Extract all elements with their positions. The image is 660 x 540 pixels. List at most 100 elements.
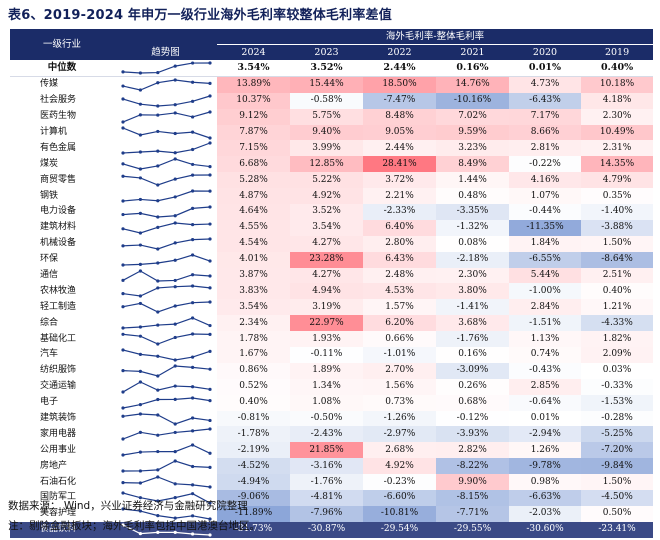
sparkline-point: [156, 225, 160, 229]
value-cell: 5.22%: [290, 172, 363, 189]
sparkline-point: [121, 481, 125, 485]
value-cell: 1.84%: [509, 235, 581, 252]
sparkline-point: [138, 243, 142, 247]
value-cell: -7.71%: [436, 505, 509, 522]
value-cell: 9.90%: [436, 474, 509, 491]
sparkline-point: [208, 141, 212, 145]
table-row: 家用电器 -1.78% -2.43% -2.97% -3.93% -2.94% -5.25%: [10, 426, 654, 443]
sparkline-point: [156, 286, 160, 290]
sparkline-point: [208, 398, 212, 402]
table-row: 食品饮料 -31.73% -30.87% -29.54% -29.55% -30.60% -…: [10, 521, 654, 538]
sparkline-line: [122, 62, 211, 74]
sparkline-point: [191, 465, 195, 469]
sparkline-point: [191, 429, 195, 433]
value-cell: -6.43%: [509, 92, 581, 109]
sparkline-point: [191, 237, 195, 241]
sparkline-point: [138, 231, 142, 235]
value-cell: 1.13%: [509, 331, 581, 348]
value-cell: 15.44%: [290, 76, 363, 93]
table-row: 环保 4.01% 23.28% 6.43% -2.18% -6.55% -8.64%: [10, 251, 654, 268]
trend-sparkline: [114, 76, 217, 92]
value-cell: -1.51%: [509, 315, 581, 332]
trend-sparkline: [114, 236, 217, 252]
sparkline-point: [121, 406, 125, 410]
trend-sparkline: [114, 490, 217, 506]
value-cell: 0.03%: [581, 362, 654, 379]
value-cell: -2.97%: [363, 426, 436, 443]
sparkline-point: [156, 104, 160, 108]
sparkline-point: [138, 380, 142, 384]
trend-sparkline: [114, 220, 217, 236]
value-cell: -1.78%: [217, 426, 290, 443]
value-cell: -1.26%: [363, 410, 436, 427]
value-cell: -30.60%: [509, 521, 581, 538]
sparkline-point: [156, 164, 160, 168]
sparkline-point: [191, 272, 195, 276]
sparkline-point: [208, 81, 212, 85]
sparkline-point: [173, 431, 177, 435]
value-cell: -0.50%: [290, 410, 363, 427]
sparkline-point: [138, 268, 142, 273]
value-cell: -3.88%: [581, 219, 654, 236]
median-value: 3.52%: [290, 60, 363, 77]
value-cell: 2.31%: [581, 140, 654, 157]
value-cell: 3.68%: [436, 315, 509, 332]
sparkline-point: [138, 102, 142, 106]
sparkline-point: [156, 80, 160, 85]
sparkline-point: [208, 349, 212, 353]
sparkline-line: [122, 142, 211, 154]
value-cell: -7.47%: [363, 92, 436, 109]
sparkline-line: [122, 158, 211, 170]
value-cell: 14.35%: [581, 156, 654, 173]
value-cell: 2.51%: [581, 267, 654, 284]
sparkline-point: [208, 418, 212, 422]
value-cell: 6.43%: [363, 251, 436, 268]
sparkline-point: [156, 149, 160, 154]
value-cell: 1.50%: [581, 474, 654, 491]
sparkline-point: [138, 402, 142, 406]
value-cell: 10.49%: [581, 124, 654, 141]
table-row: 电子 0.40% 1.08% 0.73% 0.68% -0.64% -1.53%: [10, 394, 654, 411]
data-table: 一级行业 趋势图 海外毛利率-整体毛利率 2024 2023 2022 2021 202…: [10, 29, 654, 538]
sparkline-point: [208, 273, 212, 278]
sparkline-point: [121, 326, 125, 330]
sparkline-point: [121, 125, 125, 130]
sparkline-point: [173, 482, 177, 486]
sparkline-point: [191, 80, 195, 84]
sparkline-line: [122, 301, 211, 313]
value-cell: 0.52%: [217, 378, 290, 395]
value-cell: -2.18%: [436, 251, 509, 268]
value-cell: 7.15%: [217, 140, 290, 157]
value-cell: 7.17%: [509, 108, 581, 125]
sparkline-point: [156, 199, 160, 203]
sparkline-point: [208, 237, 212, 241]
table-row: 计算机 7.87% 9.40% 9.05% 9.59% 8.66% 10.49%: [10, 124, 654, 141]
value-cell: -1.01%: [363, 347, 436, 363]
sparkline-point: [156, 183, 160, 187]
trend-sparkline: [114, 204, 217, 220]
trend-sparkline: [114, 156, 217, 172]
sparkline-point: [121, 348, 125, 352]
table-row: 通信 3.87% 4.27% 2.48% 2.30% 5.44% 2.51%: [10, 267, 654, 284]
sparkline-point: [121, 437, 125, 442]
value-cell: -11.35%: [509, 219, 581, 236]
trend-sparkline: [114, 506, 217, 522]
value-cell: 0.66%: [363, 331, 436, 348]
value-cell: 3.83%: [217, 283, 290, 300]
industry-name: 农林牧渔: [40, 285, 77, 296]
value-cell: 3.80%: [436, 283, 509, 300]
sparkline-point: [138, 302, 142, 306]
sparkline-point: [138, 369, 142, 373]
table-row: 综合 2.34% 22.97% 6.20% 3.68% -1.51% -4.33%: [10, 315, 654, 332]
table-row: 基础化工 1.78% 1.93% 0.66% -1.76% 1.13% 1.82%: [10, 331, 654, 348]
source-note: 数据来源： Wind，兴业证券经济与金融研究院整理: [8, 500, 248, 512]
value-cell: 4.73%: [509, 76, 581, 93]
sparkline-point: [208, 173, 212, 177]
sparkline-line: [122, 174, 211, 186]
value-cell: 4.27%: [290, 267, 363, 284]
value-cell: 2.30%: [581, 108, 654, 125]
sparkline-point: [121, 84, 125, 88]
sparkline-point: [121, 263, 125, 267]
sparkline-point: [208, 533, 212, 537]
industry-name: 有色金属: [40, 142, 77, 153]
